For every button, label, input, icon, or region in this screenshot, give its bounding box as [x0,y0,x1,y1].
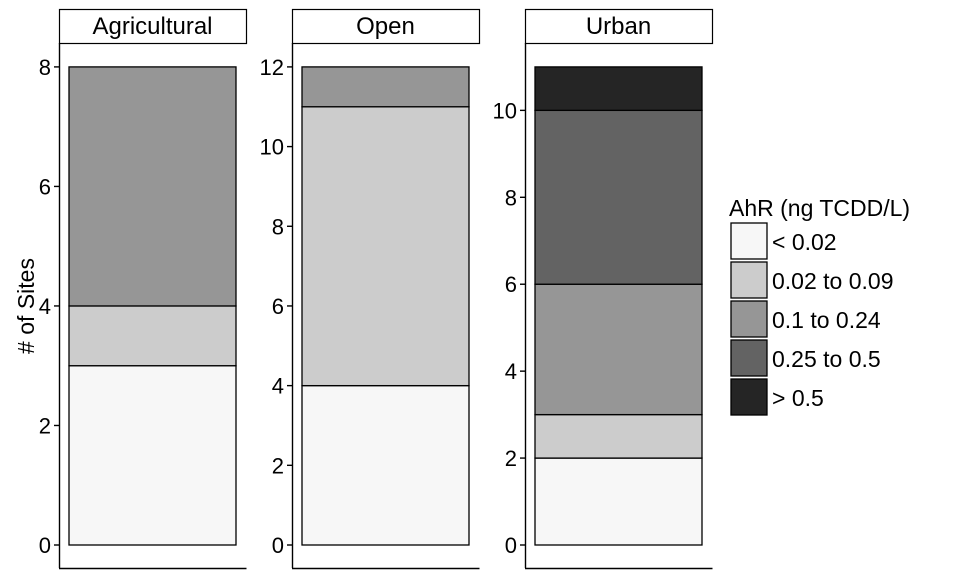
facet-strip [58,8,248,45]
legend-label: 0.25 to 0.5 [772,346,881,372]
y-axis-title: # of Sites [13,258,39,354]
legend-key [730,378,768,416]
facet-strip [524,8,714,45]
bar-segment-0-5 [534,66,703,112]
legend-item: 0.02 to 0.09 [730,261,894,299]
y-tick-label: 10 [493,98,517,123]
bar-segment-0-1-to-0-24 [301,66,470,108]
legend-key [730,222,768,260]
legend-key [730,300,768,338]
legend-item: < 0.02 [730,222,837,260]
facet-title: Agricultural [92,13,212,40]
y-tick-label: 12 [260,55,284,80]
legend-item: > 0.5 [730,378,824,416]
bar-segment-0-02-to-0-09 [534,413,703,459]
legend-label: 0.1 to 0.24 [772,307,881,333]
panel-agricultural: Agricultural 0 2 4 6 8 [39,8,248,570]
legend-key [730,261,768,299]
y-tick-label: 6 [272,294,284,319]
y-tick-label: 2 [39,413,51,438]
bar-segment-0-25-to-0-5 [534,109,703,285]
y-tick-label: 0 [505,533,517,558]
facet-title: Urban [586,13,651,40]
legend-label: > 0.5 [772,385,824,411]
legend-key [730,339,768,377]
legend-label: 0.02 to 0.09 [772,268,894,294]
y-tick-label: 6 [39,174,51,199]
bar-segment-0-02 [534,457,703,546]
y-tick-label: 8 [39,55,51,80]
y-tick-label: 2 [272,453,284,478]
y-tick-label: 6 [505,272,517,297]
panels: Agricultural 0 2 4 6 8 Open 0 2 4 6 8 10 12 Urban 0 2 4 6 8… [39,8,714,570]
panel-urban: Urban 0 2 4 6 8 10 [493,8,714,570]
y-tick-label: 8 [505,185,517,210]
facet-title: Open [356,13,415,40]
bar-segment-0-1-to-0-24 [534,283,703,416]
legend-label: < 0.02 [772,229,837,255]
y-tick-label: 8 [272,214,284,239]
legend-title: AhR (ng TCDD/L) [729,195,910,221]
legend-item: 0.1 to 0.24 [730,300,881,338]
bar-segment-0-02 [68,365,237,546]
y-tick-label: 4 [505,359,517,384]
y-tick-label: 0 [272,533,284,558]
legend-item: 0.25 to 0.5 [730,339,881,377]
bar-segment-0-1-to-0-24 [68,66,237,307]
y-tick-label: 10 [260,135,284,160]
y-tick-label: 2 [505,446,517,471]
y-tick-label: 4 [39,294,51,319]
bar-segment-0-02 [301,384,470,546]
legend: AhR (ng TCDD/L) < 0.02 0.02 to 0.09 0.1 to… [729,195,910,416]
panel-open: Open 0 2 4 6 8 10 12 [260,8,481,570]
y-tick-label: 0 [39,533,51,558]
bar-segment-0-02-to-0-09 [301,106,470,387]
facet-strip [291,8,481,45]
y-tick-label: 4 [272,374,284,399]
bar-segment-0-02-to-0-09 [68,305,237,367]
